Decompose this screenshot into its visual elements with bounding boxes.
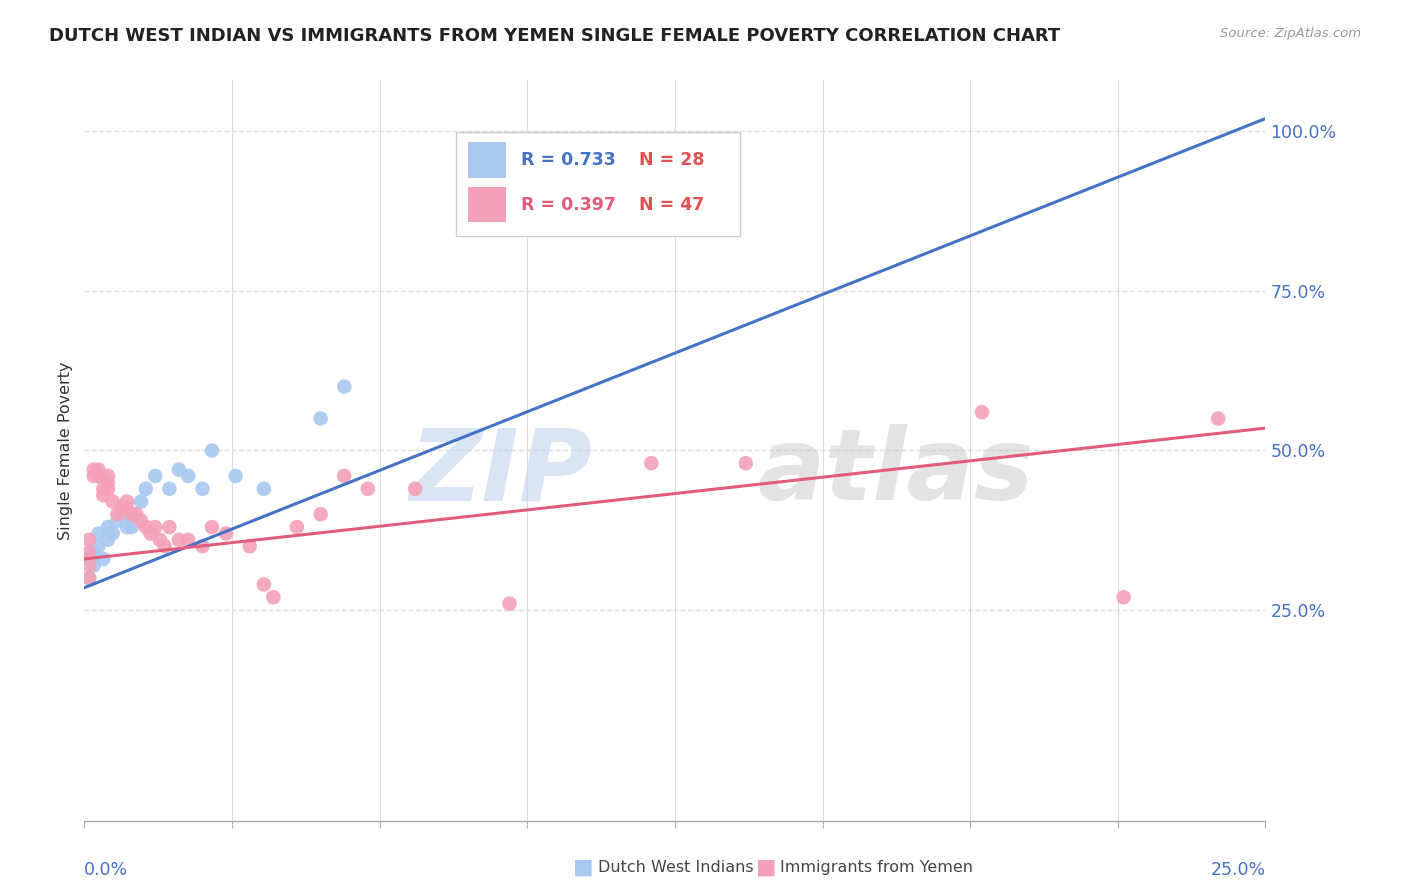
- Point: [970, 405, 993, 419]
- Point: [167, 462, 190, 476]
- Point: [77, 558, 100, 573]
- FancyBboxPatch shape: [468, 143, 506, 178]
- Text: atlas: atlas: [758, 425, 1033, 521]
- Point: [87, 469, 110, 483]
- Point: [97, 469, 120, 483]
- Point: [239, 539, 262, 553]
- Point: [83, 462, 105, 476]
- Point: [225, 469, 247, 483]
- Text: R = 0.733: R = 0.733: [522, 152, 616, 169]
- Point: [77, 552, 100, 566]
- Point: [101, 494, 124, 508]
- Point: [97, 482, 120, 496]
- Point: [201, 520, 224, 534]
- Point: [115, 494, 138, 508]
- Point: [111, 508, 134, 522]
- Point: [149, 533, 172, 547]
- Point: [77, 571, 100, 585]
- Point: [262, 591, 284, 605]
- FancyBboxPatch shape: [457, 132, 740, 235]
- Point: [357, 482, 380, 496]
- Point: [139, 526, 162, 541]
- Point: [404, 482, 426, 496]
- Point: [121, 520, 143, 534]
- Text: ▪: ▪: [755, 851, 778, 883]
- Y-axis label: Single Female Poverty: Single Female Poverty: [58, 361, 73, 540]
- Point: [143, 469, 166, 483]
- Point: [191, 539, 214, 553]
- Point: [101, 526, 124, 541]
- Text: R = 0.397: R = 0.397: [522, 195, 616, 214]
- Point: [115, 520, 138, 534]
- Point: [734, 456, 756, 470]
- Text: 25.0%: 25.0%: [1211, 862, 1265, 880]
- Point: [333, 379, 356, 393]
- Point: [191, 482, 214, 496]
- Point: [91, 552, 114, 566]
- Point: [115, 508, 138, 522]
- Text: Dutch West Indians: Dutch West Indians: [598, 860, 754, 874]
- Point: [177, 469, 200, 483]
- Text: Source: ZipAtlas.com: Source: ZipAtlas.com: [1220, 27, 1361, 40]
- Point: [97, 520, 120, 534]
- Point: [167, 533, 190, 547]
- Text: N = 28: N = 28: [640, 152, 704, 169]
- Point: [309, 508, 332, 522]
- Point: [333, 469, 356, 483]
- Point: [253, 577, 276, 591]
- Text: N = 47: N = 47: [640, 195, 704, 214]
- Point: [83, 469, 105, 483]
- Point: [91, 482, 114, 496]
- Point: [157, 482, 180, 496]
- Point: [177, 533, 200, 547]
- Point: [121, 508, 143, 522]
- Point: [125, 508, 148, 522]
- Text: Immigrants from Yemen: Immigrants from Yemen: [780, 860, 973, 874]
- Point: [107, 514, 129, 528]
- Point: [143, 520, 166, 534]
- Point: [285, 520, 308, 534]
- Point: [87, 469, 110, 483]
- Point: [129, 514, 152, 528]
- Point: [97, 533, 120, 547]
- Point: [87, 539, 110, 553]
- Point: [115, 500, 138, 515]
- Text: 0.0%: 0.0%: [84, 862, 128, 880]
- Point: [640, 144, 662, 158]
- Point: [253, 482, 276, 496]
- Point: [77, 533, 100, 547]
- Point: [153, 539, 176, 553]
- Point: [201, 443, 224, 458]
- Point: [135, 482, 157, 496]
- Point: [135, 520, 157, 534]
- Point: [498, 597, 520, 611]
- Point: [157, 520, 180, 534]
- Point: [77, 545, 100, 559]
- Point: [77, 571, 100, 585]
- Text: ZIP: ZIP: [409, 425, 592, 521]
- Text: DUTCH WEST INDIAN VS IMMIGRANTS FROM YEMEN SINGLE FEMALE POVERTY CORRELATION CHA: DUTCH WEST INDIAN VS IMMIGRANTS FROM YEM…: [49, 27, 1060, 45]
- FancyBboxPatch shape: [468, 187, 506, 222]
- Point: [215, 526, 238, 541]
- Point: [1206, 411, 1229, 425]
- Point: [107, 508, 129, 522]
- Point: [87, 526, 110, 541]
- Point: [640, 456, 662, 470]
- Point: [129, 494, 152, 508]
- Point: [87, 462, 110, 476]
- Point: [111, 500, 134, 515]
- Point: [309, 411, 332, 425]
- Point: [1112, 591, 1135, 605]
- Point: [97, 475, 120, 490]
- Text: ▪: ▪: [572, 851, 595, 883]
- Point: [83, 545, 105, 559]
- Point: [91, 488, 114, 502]
- Point: [83, 558, 105, 573]
